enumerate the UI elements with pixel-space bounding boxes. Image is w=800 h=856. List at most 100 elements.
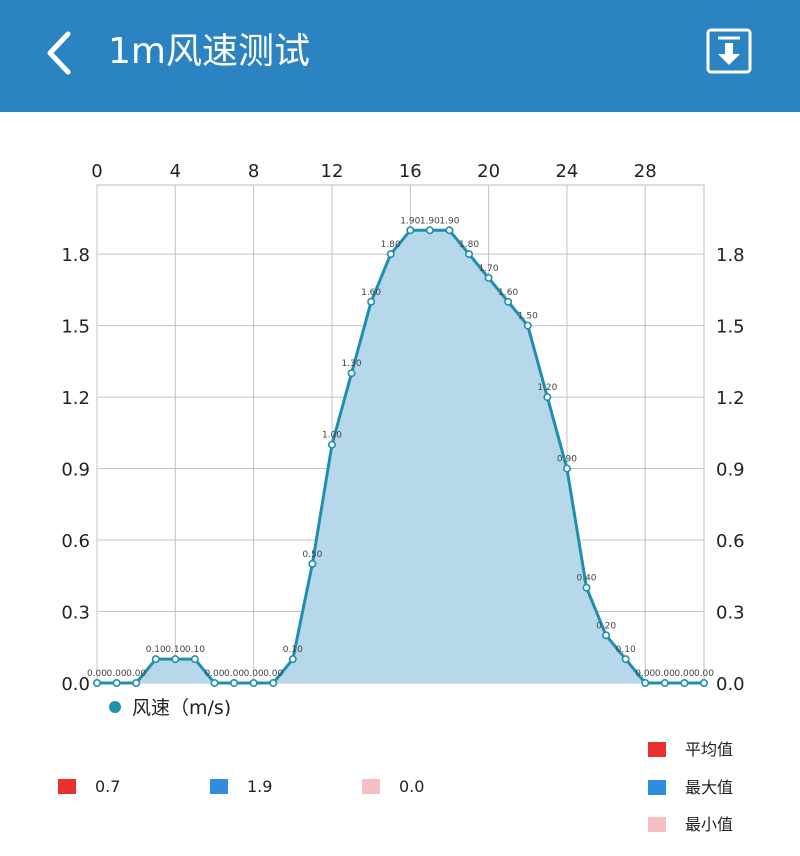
wind-speed-line (97, 228, 704, 685)
data-point (112, 678, 121, 687)
data-label: 0.00 (674, 669, 694, 679)
min-legend-swatch (648, 817, 666, 832)
data-point (562, 464, 571, 473)
min-legend-label: 最小值 (685, 815, 734, 834)
legend-marker (109, 701, 121, 713)
x-tick-label: 0 (91, 161, 102, 182)
wind-speed-chart: 0.00 0.00 0.000.10 0.10 0.100.00 0.00 0.00 0.00… (61, 161, 745, 716)
data-label: 0.00 (107, 669, 127, 679)
data-label: 0.10 (146, 645, 166, 655)
y-tick-label-left: 1.5 (61, 317, 90, 338)
y-tick-label-left: 0.9 (61, 460, 90, 481)
avg-legend-swatch (648, 742, 666, 757)
page-title: 1m风速测试 (108, 31, 310, 72)
data-points (93, 226, 708, 687)
download-icon (706, 28, 752, 74)
data-label: 1.20 (537, 383, 557, 393)
wind-speed-area (97, 230, 704, 683)
data-label: 1.80 (459, 240, 479, 250)
y-tick-label-right: 1.8 (716, 245, 745, 266)
y-tick-label-left: 0.0 (61, 674, 90, 695)
data-label: 0.40 (576, 574, 596, 584)
x-axis-ticks: 0 4 8 12 16 20 24 28 (91, 161, 656, 182)
y-axis-right-ticks: 0.0 0.3 0.6 0.9 1.2 1.5 1.8 (716, 245, 745, 695)
data-label: 0.00 (126, 669, 146, 679)
x-tick-label: 8 (248, 161, 259, 182)
data-label: 0.00 (263, 669, 283, 679)
y-tick-label-left: 0.6 (61, 531, 90, 552)
data-point (699, 678, 708, 687)
data-point (621, 655, 630, 664)
data-label: 1.50 (518, 312, 538, 322)
y-tick-label-left: 1.8 (61, 245, 90, 266)
data-point (445, 226, 454, 235)
max-legend-label: 最大值 (685, 778, 734, 797)
avg-value: 0.7 (95, 777, 121, 796)
data-label: 1.60 (498, 288, 518, 298)
y-tick-label-right: 0.3 (716, 603, 745, 624)
data-point (367, 297, 376, 306)
data-label: 1.90 (420, 216, 440, 226)
data-label: 0.00 (87, 669, 107, 679)
x-tick-label: 20 (477, 161, 500, 182)
data-label: 0.00 (204, 669, 224, 679)
data-point (465, 250, 474, 259)
x-tick-label: 28 (634, 161, 657, 182)
x-tick-label: 24 (555, 161, 578, 182)
data-point (269, 678, 278, 687)
data-label: 1.80 (381, 240, 401, 250)
data-point (582, 583, 591, 592)
data-point (425, 226, 434, 235)
app-header: 1m风速测试 (0, 0, 800, 112)
download-button[interactable] (706, 28, 752, 74)
min-value: 0.0 (399, 777, 425, 796)
data-label: 0.00 (224, 669, 244, 679)
avg-swatch (58, 779, 76, 794)
data-label: 0.10 (283, 645, 303, 655)
data-label: 0.00 (694, 669, 714, 679)
max-value: 1.9 (247, 777, 273, 796)
y-tick-label-right: 0.9 (716, 460, 745, 481)
data-label: 1.70 (479, 264, 499, 274)
legend-label: 风速（m/s) (132, 697, 231, 716)
y-tick-label-right: 1.5 (716, 317, 745, 338)
data-point (543, 393, 552, 402)
y-tick-label-left: 1.2 (61, 388, 90, 409)
chart-legend: 风速（m/s) (109, 697, 231, 716)
data-label: 0.00 (244, 669, 264, 679)
data-label: 0.10 (616, 645, 636, 655)
data-point (484, 273, 493, 282)
data-point (523, 321, 532, 330)
x-tick-label: 12 (321, 161, 344, 182)
data-label: 0.00 (655, 669, 675, 679)
data-point (680, 678, 689, 687)
y-tick-label-right: 0.0 (716, 674, 745, 695)
data-label: 0.10 (185, 645, 205, 655)
data-point (210, 678, 219, 687)
data-point (504, 297, 513, 306)
y-axis-left-ticks: 0.0 0.3 0.6 0.9 1.2 1.5 1.8 (61, 245, 90, 695)
max-swatch (210, 779, 228, 794)
data-label: 0.10 (165, 645, 185, 655)
avg-legend-label: 平均值 (685, 740, 734, 759)
data-label: 1.90 (439, 216, 459, 226)
x-tick-label: 4 (170, 161, 181, 182)
data-point (288, 655, 297, 664)
min-swatch (362, 779, 380, 794)
data-point (660, 678, 669, 687)
data-point (132, 678, 141, 687)
y-tick-label-left: 0.3 (61, 603, 90, 624)
data-label: 1.30 (342, 359, 362, 369)
data-label: 0.20 (596, 621, 616, 631)
y-tick-label-right: 0.6 (716, 531, 745, 552)
data-point (93, 678, 102, 687)
max-legend-swatch (648, 780, 666, 795)
data-point (386, 250, 395, 259)
data-label: 0.90 (557, 455, 577, 465)
data-point (308, 559, 317, 568)
data-point (190, 655, 199, 664)
back-button[interactable] (36, 26, 86, 80)
data-label: 1.90 (400, 216, 420, 226)
data-label: 1.00 (322, 431, 342, 441)
chevron-left-icon (47, 31, 71, 75)
